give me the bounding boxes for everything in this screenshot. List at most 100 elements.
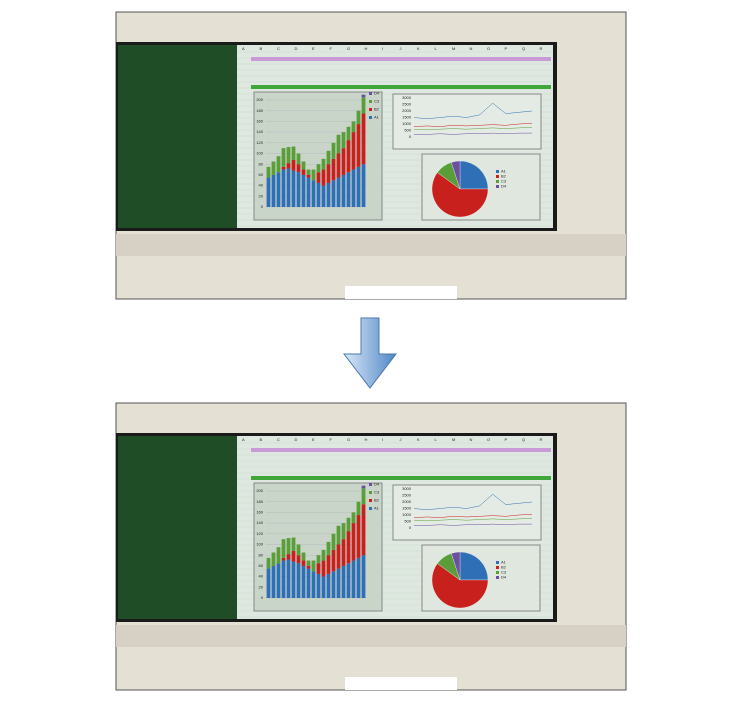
header-row xyxy=(251,448,551,452)
y-tick-label: 0 xyxy=(261,204,264,209)
bar xyxy=(306,568,311,598)
bar xyxy=(281,166,286,170)
y-tick-label: 0 xyxy=(409,525,412,530)
bar xyxy=(321,576,326,598)
bar xyxy=(281,560,286,598)
line-chart xyxy=(392,484,542,541)
bar xyxy=(326,150,331,165)
y-tick-label: 180 xyxy=(256,108,263,113)
bar xyxy=(271,565,276,598)
header-row xyxy=(251,57,551,61)
y-tick-label: 1000 xyxy=(402,512,412,517)
y-tick-label: 20 xyxy=(259,584,264,589)
bar xyxy=(281,557,286,561)
column-letter: D xyxy=(295,46,298,51)
legend-swatch xyxy=(496,566,499,569)
bar xyxy=(351,132,356,170)
y-tick-label: 1500 xyxy=(402,506,412,511)
line xyxy=(413,102,533,120)
bar xyxy=(296,172,301,207)
legend-label: C3 xyxy=(501,570,507,575)
column-letter: O xyxy=(487,437,490,442)
legend-label: A1 xyxy=(374,115,380,120)
legend-label: D4 xyxy=(501,184,507,189)
legend-swatch xyxy=(369,108,372,111)
bar xyxy=(316,563,321,574)
y-tick-label: 1000 xyxy=(402,121,412,126)
line-chart xyxy=(392,93,542,150)
bar xyxy=(296,563,301,598)
bar xyxy=(316,182,321,207)
legend-swatch xyxy=(369,116,372,119)
bar xyxy=(336,134,341,154)
bar xyxy=(291,146,296,160)
column-letter: G xyxy=(347,437,350,442)
bar xyxy=(361,555,366,598)
bar xyxy=(306,560,311,566)
legend-swatch xyxy=(496,180,499,183)
bar xyxy=(301,169,306,175)
bar xyxy=(301,161,306,170)
legend-swatch xyxy=(496,571,499,574)
line xyxy=(414,523,532,526)
bar xyxy=(351,121,356,133)
ledge xyxy=(116,625,626,647)
legend-swatch xyxy=(496,576,499,579)
column-letter: N xyxy=(470,46,473,51)
bar xyxy=(346,517,351,532)
y-tick-label: 0 xyxy=(261,595,264,600)
bar xyxy=(336,525,341,545)
legend-label: D4 xyxy=(374,91,380,96)
bar xyxy=(306,174,311,178)
bar xyxy=(291,159,296,171)
bar xyxy=(266,557,271,569)
pie-slice xyxy=(451,160,461,190)
screenshot-before: A B C D E F G H I J K L M N O P Q R 0 20 40 60 80 100 120 140 160 1… xyxy=(115,11,627,300)
y-tick-label: 60 xyxy=(259,172,264,177)
line xyxy=(413,493,533,511)
column-letter: E xyxy=(312,437,315,442)
bar xyxy=(346,140,351,173)
legend-label: D4 xyxy=(374,482,380,487)
column-letter: J xyxy=(400,46,402,51)
y-tick-label: 120 xyxy=(256,140,263,145)
bar xyxy=(341,523,346,540)
bar xyxy=(346,126,351,141)
column-letter: C xyxy=(277,437,280,442)
legend-label: C3 xyxy=(374,99,380,104)
legend-swatch xyxy=(496,170,499,173)
bar xyxy=(271,174,276,207)
bar xyxy=(356,557,361,598)
bar xyxy=(311,180,316,207)
legend-swatch xyxy=(369,491,372,494)
column-letter: Q xyxy=(522,437,525,442)
y-tick-label: 160 xyxy=(256,509,263,514)
y-tick-label: 120 xyxy=(256,531,263,536)
bar xyxy=(351,523,356,561)
y-tick-label: 2500 xyxy=(402,493,412,498)
column-letter: F xyxy=(330,437,333,442)
bar xyxy=(321,158,326,170)
legend-label: B2 xyxy=(374,107,380,112)
legend-swatch xyxy=(496,185,499,188)
bar xyxy=(341,148,346,175)
column-letter: M xyxy=(452,437,455,442)
column-letter: K xyxy=(417,437,420,442)
y-tick-label: 180 xyxy=(256,499,263,504)
bar xyxy=(306,565,311,569)
legend-swatch xyxy=(369,499,372,502)
bar xyxy=(306,169,311,175)
bar xyxy=(361,164,366,207)
bar xyxy=(356,124,361,167)
y-tick-label: 80 xyxy=(259,161,264,166)
bar xyxy=(321,185,326,207)
bar xyxy=(346,172,351,207)
bar xyxy=(341,539,346,566)
y-tick-label: 100 xyxy=(256,151,263,156)
legend-label: C3 xyxy=(501,179,507,184)
bar xyxy=(351,512,356,524)
column-letter: C xyxy=(277,46,280,51)
pie-slice xyxy=(459,160,489,190)
bar xyxy=(331,571,336,598)
column-letter: P xyxy=(505,46,508,51)
